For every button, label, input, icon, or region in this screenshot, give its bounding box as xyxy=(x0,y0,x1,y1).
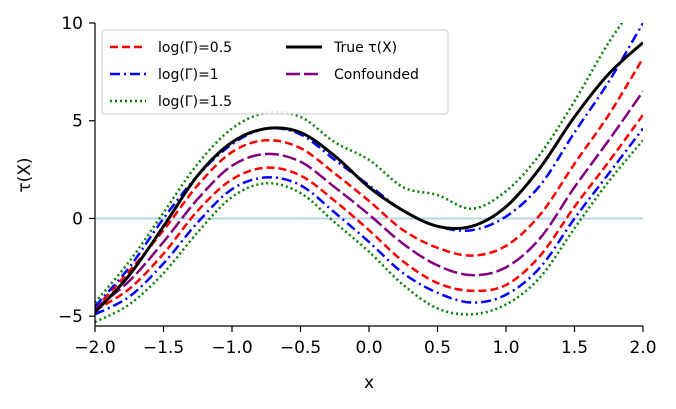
y-ticks: −5 0 5 10 xyxy=(58,14,95,327)
series-line-log-0-5-lower xyxy=(95,114,643,312)
x-tick-label: −2.0 xyxy=(74,338,115,358)
legend: log(Γ)=0.5 log(Γ)=1 log(Γ)=1.5 True τ(X)… xyxy=(101,29,449,115)
x-tick-label: −0.5 xyxy=(280,338,321,358)
legend-label-gamma-1: log(Γ)=1 xyxy=(158,67,219,83)
y-tick-label: 10 xyxy=(61,14,83,34)
series-line-log-1-5-lower xyxy=(95,139,643,324)
x-tick-label: 2.0 xyxy=(629,338,656,358)
series-line-log-0-5-upper xyxy=(95,57,643,310)
x-tick-label: 0.0 xyxy=(355,338,382,358)
series-line-log-1-5-upper xyxy=(95,23,624,304)
series-layer xyxy=(95,23,643,324)
x-tick-label: 1.5 xyxy=(561,338,588,358)
legend-label-true-tau: True τ(X) xyxy=(333,40,397,56)
series-line-log-1-lower xyxy=(95,127,643,316)
x-tick-label: −1.5 xyxy=(143,338,184,358)
y-axis-label: τ(X) xyxy=(15,157,35,192)
x-tick-label: −1.0 xyxy=(211,338,252,358)
series-line-confounded xyxy=(95,90,643,310)
y-tick-label: −5 xyxy=(58,307,83,327)
x-tick-label: 1.0 xyxy=(492,338,519,358)
x-tick-label: 0.5 xyxy=(424,338,451,358)
x-ticks: −2.0 −1.5 −1.0 −0.5 0.0 0.5 1.0 1.5 2.0 xyxy=(74,326,657,358)
y-tick-label: 0 xyxy=(72,209,83,229)
series-line-log-1-upper xyxy=(95,23,643,308)
legend-label-gamma-0-5: log(Γ)=0.5 xyxy=(158,40,232,56)
legend-label-confounded: Confounded xyxy=(334,67,419,83)
y-tick-label: 5 xyxy=(72,112,83,132)
legend-label-gamma-1-5: log(Γ)=1.5 xyxy=(158,94,232,110)
legend-frame xyxy=(101,29,449,115)
series-line-true-x xyxy=(95,41,643,314)
x-axis-label: x xyxy=(364,373,374,393)
